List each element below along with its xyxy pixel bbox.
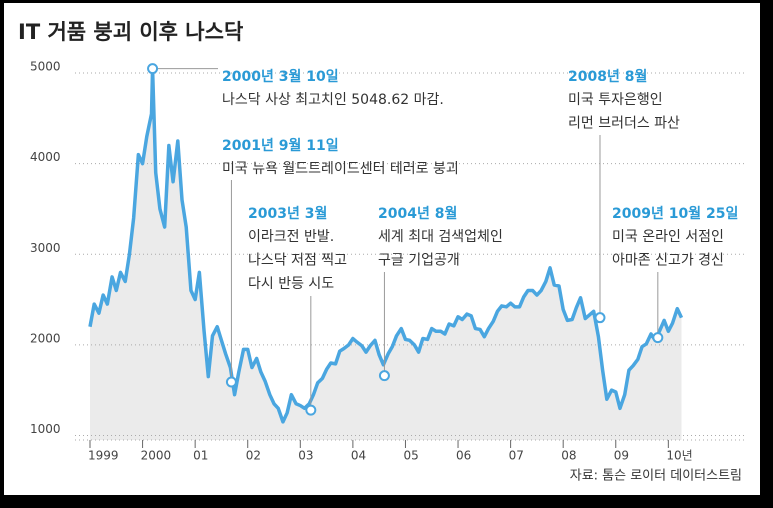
x-tick-label: 2000 <box>141 449 172 463</box>
annotation-text: 다시 반등 시도 <box>248 276 334 292</box>
annotation-marker <box>305 404 317 416</box>
annotation-text: 미국 투자은행인 <box>568 92 663 108</box>
x-tick-label: 05 <box>403 449 418 463</box>
chart-title: IT 거품 붕괴 이후 나스닥 <box>18 20 243 44</box>
annotation-marker <box>652 332 664 344</box>
annotation-text: 구글 기업공개 <box>378 253 460 269</box>
x-tick-label: 06 <box>456 449 471 463</box>
annotation-date: 2008년 8월 <box>568 68 647 85</box>
x-tick-label: 09 <box>614 449 629 463</box>
x-tick-label: 08 <box>561 449 576 463</box>
x-tick-label: 10년 <box>666 449 692 463</box>
annotation-text: 리먼 브러더스 파산 <box>568 116 680 132</box>
y-tick-label: 1000 <box>30 422 61 436</box>
annotation-marker <box>147 63 159 75</box>
annotation-text: 아마존 신고가 경신 <box>612 253 724 269</box>
x-tick-label: 03 <box>298 449 313 463</box>
y-tick-label: 5000 <box>30 60 61 74</box>
source: 자료: 톰슨 로이터 데이터스트림 <box>570 469 742 484</box>
y-tick-label: 2000 <box>30 331 61 345</box>
annotation-text: 나스닥 저점 찍고 <box>248 253 347 269</box>
y-tick-label: 4000 <box>30 150 61 164</box>
annotation-text: 세계 최대 검색업체인 <box>378 229 503 245</box>
annotation-text: 미국 온라인 서점인 <box>612 229 724 245</box>
annotation-marker <box>378 370 390 382</box>
annotation-date: 2004년 8월 <box>378 205 457 222</box>
annotation-date: 2003년 3월 <box>248 205 327 222</box>
annotation-text: 이라크전 반발. <box>248 229 334 245</box>
x-tick-label: 01 <box>193 449 208 463</box>
area-fill <box>90 68 682 440</box>
annotation-date: 2009년 10월 25일 <box>612 205 738 222</box>
x-tick-label: 1999 <box>88 449 119 463</box>
y-tick-label: 3000 <box>30 241 61 255</box>
x-tick-label: 02 <box>246 449 261 463</box>
annotation-text: 나스닥 사상 최고치인 5048.62 마감. <box>222 92 444 108</box>
line <box>88 66 684 424</box>
annotation-marker <box>225 376 237 388</box>
x-tick-label: 04 <box>351 449 366 463</box>
annotation-text: 미국 뉴욕 월드트레이드센터 테러로 붕괴 <box>222 161 459 177</box>
annotation-date: 2001년 9월 11일 <box>222 137 339 154</box>
x-tick-label: 07 <box>509 449 524 463</box>
annotation-marker <box>594 312 606 324</box>
annotation-date: 2000년 3월 10일 <box>222 68 339 85</box>
